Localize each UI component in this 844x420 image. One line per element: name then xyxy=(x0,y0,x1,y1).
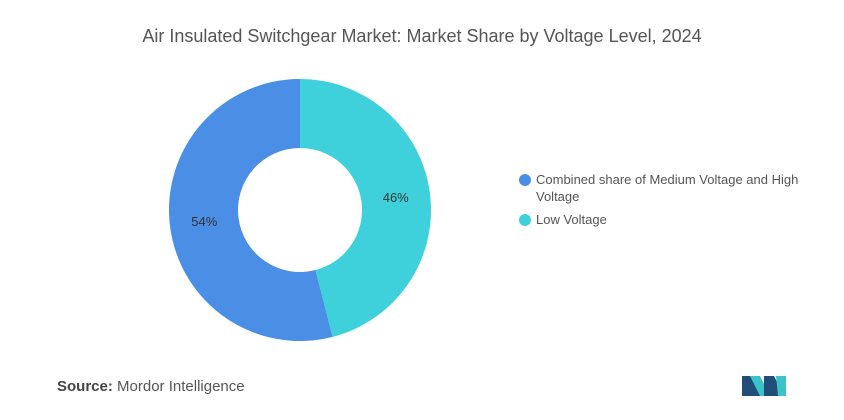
source-text: Mordor Intelligence xyxy=(117,378,245,395)
legend: Combined share of Medium Voltage and Hig… xyxy=(519,171,829,234)
legend-label-low-voltage: Low Voltage xyxy=(536,212,607,227)
legend-label-medium-high-voltage: Combined share of Medium Voltage and Hig… xyxy=(536,172,799,204)
slice-label-medium-high-voltage: 54% xyxy=(191,214,217,229)
source-label: Source: xyxy=(57,378,113,395)
legend-swatch-low-voltage xyxy=(519,214,531,226)
legend-swatch-medium-high-voltage xyxy=(519,174,531,186)
legend-item-low-voltage: Low Voltage xyxy=(519,211,829,228)
mordor-intelligence-logo-icon xyxy=(742,376,786,396)
slice-label-low-voltage: 46% xyxy=(383,190,409,205)
legend-item-medium-high-voltage: Combined share of Medium Voltage and Hig… xyxy=(519,171,829,205)
slice-low-voltage xyxy=(300,79,432,337)
chart-title: Air Insulated Switchgear Market: Market … xyxy=(142,26,702,46)
slice-medium-high-voltage xyxy=(169,79,333,341)
source-note: Source: Mordor Intelligence xyxy=(57,378,245,395)
